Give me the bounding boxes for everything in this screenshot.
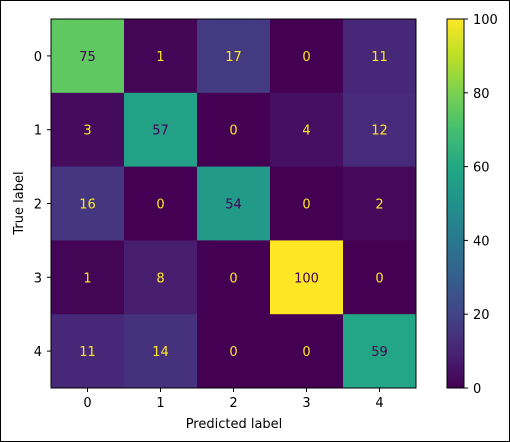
heatmap-cell — [124, 314, 198, 389]
heatmap-cell — [197, 19, 271, 94]
y-tick-label: 1 — [34, 124, 42, 139]
cell-value-label: 0 — [156, 198, 164, 213]
cell-value-label: 0 — [229, 271, 237, 286]
heatmap-cell — [343, 19, 417, 94]
heatmap-cell — [343, 92, 417, 168]
x-axis-label: Predicted label — [186, 417, 283, 432]
heatmap-cell — [197, 314, 271, 389]
cell-value-label: 8 — [156, 271, 164, 286]
heatmap-cell — [270, 240, 344, 315]
cell-value-label: 57 — [152, 124, 169, 139]
cell-value-label: 1 — [83, 271, 91, 286]
cell-value-label: 0 — [375, 271, 383, 286]
heatmap-cell — [51, 19, 125, 94]
y-tick-label: 2 — [34, 198, 42, 213]
cell-value-label: 0 — [229, 345, 237, 360]
cell-value-label: 75 — [79, 50, 96, 65]
y-tick-label: 4 — [34, 345, 42, 360]
cell-value-label: 11 — [371, 50, 388, 65]
colorbar-ticks: 0 20 40 60 80 100 — [464, 13, 498, 397]
colorbar-gradient — [446, 18, 465, 389]
colorbar-tick-label: 100 — [473, 13, 498, 28]
x-tick-label: 2 — [229, 396, 237, 411]
heatmap-cell — [124, 92, 198, 168]
colorbar-tick-label: 40 — [473, 234, 490, 249]
y-axis-label: True label — [12, 171, 27, 235]
heatmap-cell — [270, 314, 344, 389]
cell-value-label: 16 — [79, 198, 96, 213]
colorbar-tick-label: 80 — [473, 87, 490, 102]
cell-value-label: 0 — [229, 124, 237, 139]
cell-value-label: 0 — [302, 50, 310, 65]
heatmap-cells — [51, 19, 417, 389]
heatmap-cell — [270, 166, 344, 241]
x-tick-label: 0 — [83, 396, 91, 411]
cell-value-label: 3 — [83, 124, 91, 139]
x-axis-ticks: 0 1 2 3 4 — [83, 388, 384, 411]
y-axis-ticks: 0 1 2 3 4 — [34, 50, 51, 360]
y-tick-label: 3 — [34, 271, 42, 286]
heatmap-cell — [270, 19, 344, 94]
cell-value-label: 0 — [302, 345, 310, 360]
x-tick-label: 1 — [156, 396, 164, 411]
cell-value-label: 4 — [302, 124, 310, 139]
heatmap-cell — [124, 19, 198, 94]
heatmap-cell — [51, 314, 125, 389]
colorbar: 0 20 40 60 80 100 — [446, 13, 498, 397]
colorbar-tick-label: 60 — [473, 161, 490, 176]
cell-value-label: 14 — [152, 345, 169, 360]
x-tick-label: 3 — [302, 396, 310, 411]
heatmap-cell — [51, 166, 125, 241]
heatmap-cell — [343, 240, 417, 315]
cell-value-label: 11 — [79, 345, 96, 360]
heatmap-cell — [51, 92, 125, 168]
cell-value-labels: 75 1 17 0 11 3 57 0 4 12 16 0 54 0 2 1 8 0 100 0 11 14 0 0 59 — [79, 50, 388, 360]
heatmap-cell — [343, 314, 417, 389]
x-tick-label: 4 — [375, 396, 383, 411]
colorbar-tick-label: 20 — [473, 308, 490, 323]
heatmap-cell — [197, 92, 271, 168]
heatmap-cell — [197, 166, 271, 241]
heatmap-cell — [197, 240, 271, 315]
cell-value-label: 12 — [371, 124, 388, 139]
cell-value-label: 1 — [156, 50, 164, 65]
heatmap-cell — [51, 240, 125, 315]
heatmap-cell — [343, 166, 417, 241]
cell-value-label: 2 — [375, 198, 383, 213]
y-tick-label: 0 — [34, 50, 42, 65]
heatmap-cell — [124, 166, 198, 241]
cell-value-label: 100 — [294, 271, 319, 286]
cell-value-label: 17 — [225, 50, 242, 65]
cell-value-label: 54 — [225, 198, 242, 213]
colorbar-tick-label: 0 — [473, 382, 481, 397]
heatmap-cell — [124, 240, 198, 315]
cell-value-label: 59 — [371, 345, 388, 360]
heatmap-cell — [270, 92, 344, 168]
cell-value-label: 0 — [302, 198, 310, 213]
